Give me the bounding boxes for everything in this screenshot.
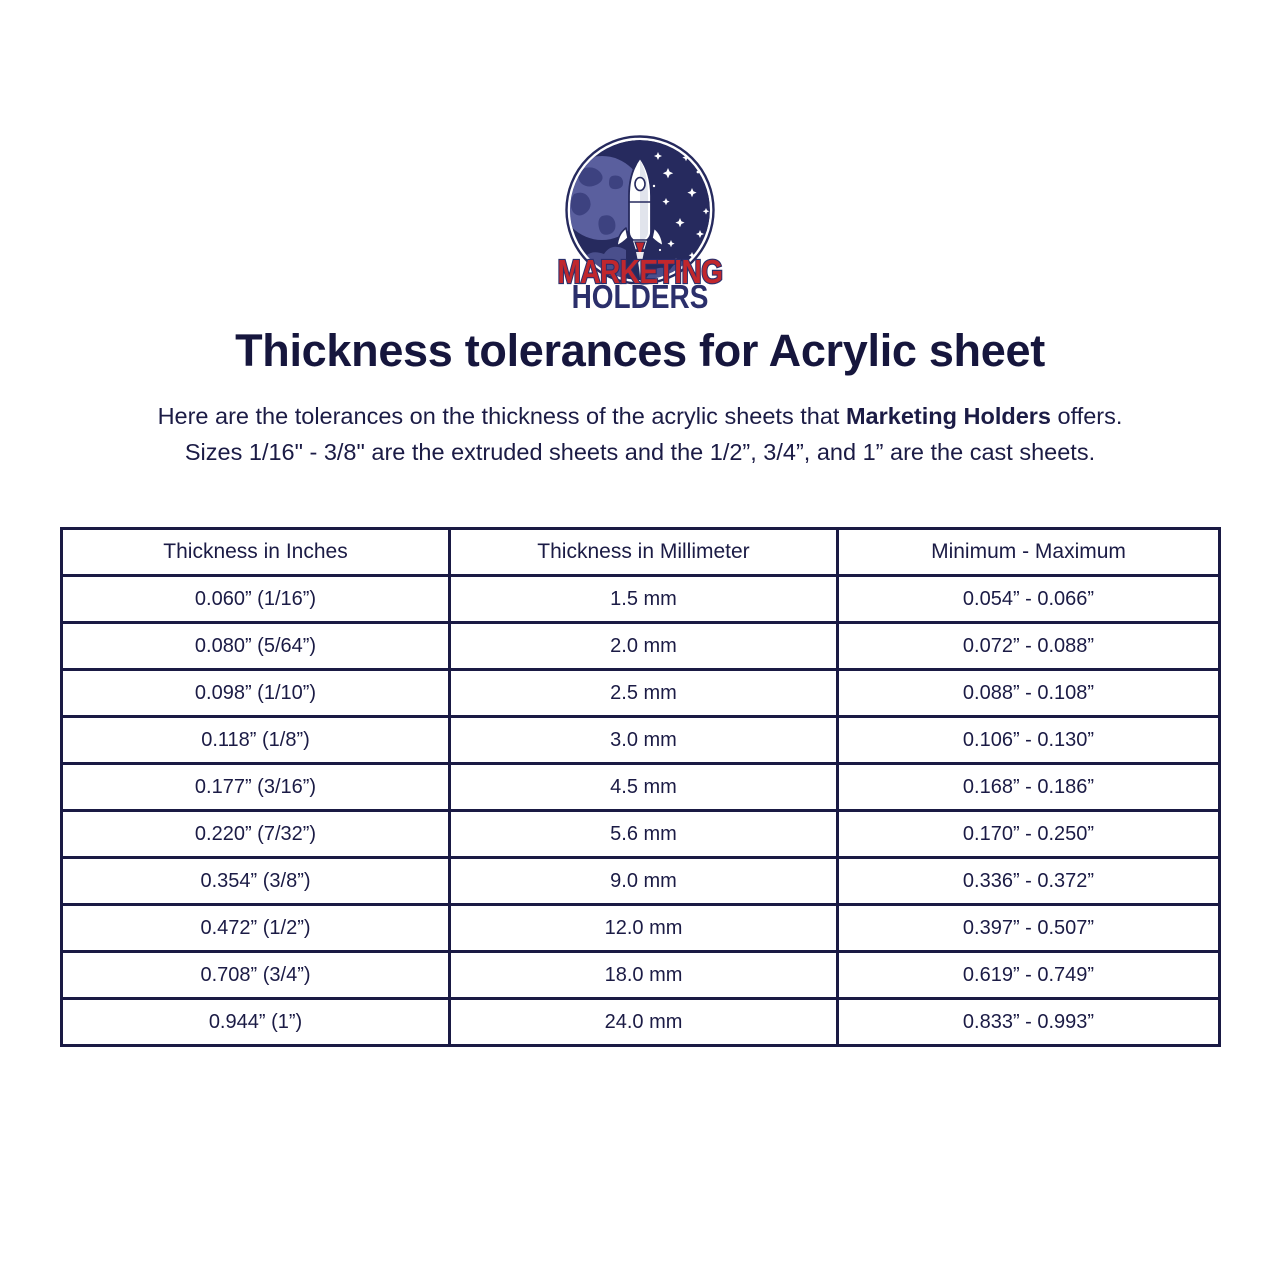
cell-millimeter: 24.0 mm — [448, 997, 839, 1047]
table-row: 0.118” (1/8”) 3.0 mm 0.106” - 0.130” — [60, 715, 1221, 765]
cell-min-max: 0.168” - 0.186” — [836, 762, 1221, 812]
table-row: 0.060” (1/16”) 1.5 mm 0.054” - 0.066” — [60, 574, 1221, 624]
stars — [642, 152, 710, 262]
logo-brand-marketing: MARKETING — [558, 254, 723, 291]
logo-scene — [570, 140, 710, 280]
subtitle-line-1: Here are the tolerances on the thickness… — [0, 398, 1280, 434]
rocket — [616, 157, 664, 280]
cell-min-max: 0.619” - 0.749” — [836, 950, 1221, 1000]
cell-inches: 0.354” (3/8”) — [60, 856, 451, 906]
cell-millimeter: 2.5 mm — [448, 668, 839, 718]
logo-brand-holders: HOLDERS — [572, 279, 709, 316]
tolerance-table-container: Thickness in Inches Thickness in Millime… — [60, 527, 1221, 1047]
logo-container: MARKETING HOLDERS — [0, 132, 1280, 317]
table-row: 0.354” (3/8”) 9.0 mm 0.336” - 0.372” — [60, 856, 1221, 906]
table-row: 0.708” (3/4”) 18.0 mm 0.619” - 0.749” — [60, 950, 1221, 1000]
cell-min-max: 0.072” - 0.088” — [836, 621, 1221, 671]
table-row: 0.098” (1/10”) 2.5 mm 0.088” - 0.108” — [60, 668, 1221, 718]
cell-millimeter: 1.5 mm — [448, 574, 839, 624]
cell-min-max: 0.833” - 0.993” — [836, 997, 1221, 1047]
cell-inches: 0.708” (3/4”) — [60, 950, 451, 1000]
cell-inches: 0.098” (1/10”) — [60, 668, 451, 718]
tolerance-table: Thickness in Inches Thickness in Millime… — [60, 527, 1221, 1047]
table-row: 0.944” (1”) 24.0 mm 0.833” - 0.993” — [60, 997, 1221, 1047]
table-row: 0.220” (7/32”) 5.6 mm 0.170” - 0.250” — [60, 809, 1221, 859]
page-subtitle: Here are the tolerances on the thickness… — [0, 398, 1280, 470]
table-head: Thickness in Inches Thickness in Millime… — [60, 527, 1221, 577]
cell-inches: 0.118” (1/8”) — [60, 715, 451, 765]
cell-min-max: 0.336” - 0.372” — [836, 856, 1221, 906]
table-row: 0.080” (5/64”) 2.0 mm 0.072” - 0.088” — [60, 621, 1221, 671]
cell-min-max: 0.106” - 0.130” — [836, 715, 1221, 765]
globe-landmass — [570, 167, 624, 235]
table-row: 0.177” (3/16”) 4.5 mm 0.168” - 0.186” — [60, 762, 1221, 812]
cell-inches: 0.944” (1”) — [60, 997, 451, 1047]
subtitle-brand-emphasis: Marketing Holders — [845, 403, 1051, 429]
logo-outer-ring — [565, 135, 715, 285]
table-header-row: Thickness in Inches Thickness in Millime… — [60, 527, 1221, 577]
cell-inches: 0.080” (5/64”) — [60, 621, 451, 671]
cell-min-max: 0.088” - 0.108” — [836, 668, 1221, 718]
cell-millimeter: 9.0 mm — [448, 856, 839, 906]
column-header-min-max: Minimum - Maximum — [836, 527, 1221, 577]
subtitle-line1-pre: Here are the tolerances on the thickness… — [157, 403, 846, 429]
cell-inches: 0.177” (3/16”) — [60, 762, 451, 812]
cell-inches: 0.060” (1/16”) — [60, 574, 451, 624]
cell-millimeter: 5.6 mm — [448, 809, 839, 859]
cell-inches: 0.472” (1/2”) — [60, 903, 451, 953]
cell-inches: 0.220” (7/32”) — [60, 809, 451, 859]
page-title: Thickness tolerances for Acrylic sheet — [235, 325, 1045, 376]
subtitle-line-2: Sizes 1/16" - 3/8" are the extruded shee… — [184, 439, 1096, 465]
cell-millimeter: 3.0 mm — [448, 715, 839, 765]
cell-millimeter: 4.5 mm — [448, 762, 839, 812]
cell-min-max: 0.054” - 0.066” — [836, 574, 1221, 624]
table-row: 0.472” (1/2”) 12.0 mm 0.397” - 0.507” — [60, 903, 1221, 953]
cell-millimeter: 12.0 mm — [448, 903, 839, 953]
cell-min-max: 0.397” - 0.507” — [836, 903, 1221, 953]
cell-millimeter: 18.0 mm — [448, 950, 839, 1000]
cell-millimeter: 2.0 mm — [448, 621, 839, 671]
subtitle-line1-post: offers. — [1051, 403, 1123, 429]
cell-min-max: 0.170” - 0.250” — [836, 809, 1221, 859]
column-header-inches: Thickness in Inches — [60, 527, 451, 577]
table-body: 0.060” (1/16”) 1.5 mm 0.054” - 0.066” 0.… — [60, 574, 1221, 1047]
column-header-millimeter: Thickness in Millimeter — [448, 527, 839, 577]
marketing-holders-logo: MARKETING HOLDERS — [540, 132, 740, 317]
